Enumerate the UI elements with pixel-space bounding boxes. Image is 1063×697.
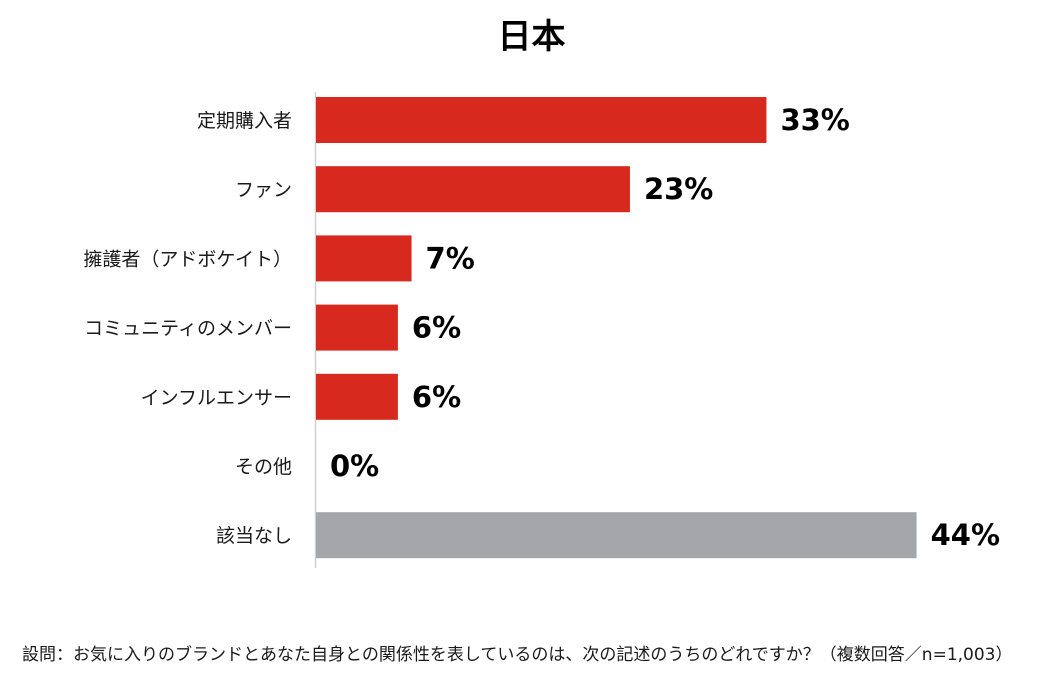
value-label-0: 33% <box>780 103 849 137</box>
value-label-1: 23% <box>644 172 713 206</box>
category-label-4: インフルエンサー <box>141 387 292 409</box>
bar-0 <box>316 97 767 143</box>
bar-3 <box>316 304 398 351</box>
value-label-5: 0% <box>330 449 379 483</box>
value-label-6: 44% <box>931 518 1000 552</box>
category-label-5: その他 <box>235 456 292 478</box>
survey-question-footnote: 設問：お気に入りのブランドとあなた自身との関係性を表しているのは、次の記述のうち… <box>22 645 1013 665</box>
value-label-3: 6% <box>412 311 461 345</box>
bar-4 <box>316 373 398 420</box>
category-label-6: 該当なし <box>216 525 292 547</box>
value-label-4: 6% <box>412 380 461 414</box>
bar-2 <box>316 235 412 282</box>
bars-group <box>316 97 917 559</box>
value-label-2: 7% <box>426 241 475 275</box>
category-label-1: ファン <box>235 179 292 201</box>
bar-6 <box>316 512 917 559</box>
bar-1 <box>316 166 630 213</box>
category-label-2: 擁護者（アドボケイト） <box>83 248 292 270</box>
chart-title: 日本 <box>497 17 566 57</box>
category-label-0: 定期購入者 <box>197 110 292 132</box>
category-label-3: コミュニティのメンバー <box>84 318 292 340</box>
value-labels: 33% 23% 7% 6% 6% 0% 44% <box>330 103 1000 552</box>
